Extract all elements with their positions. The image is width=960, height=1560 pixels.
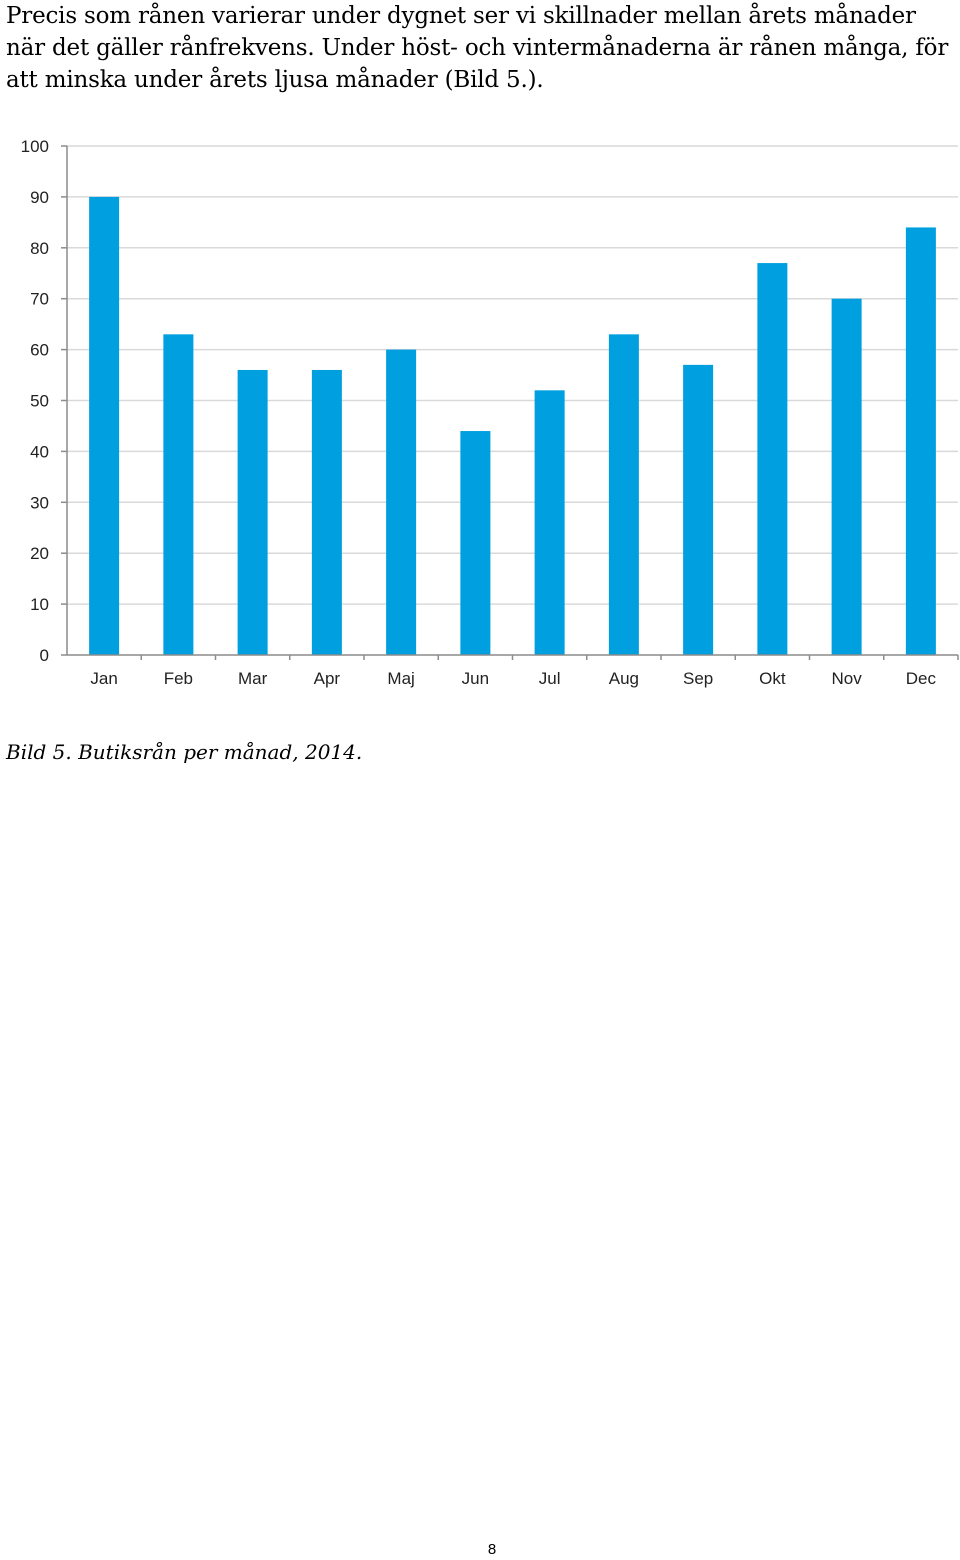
bar-chart: 0 10 20 30 40 50 60 70 80 90 100 Jan Feb Mar Apr Maj Ju…: [21, 137, 959, 688]
bar-dec: [905, 227, 936, 655]
y-tick-label: 0: [40, 646, 49, 665]
y-tick-label: 60: [30, 341, 49, 360]
y-tick-label: 10: [30, 595, 49, 614]
intro-paragraph: Precis som rånen varierar under dygnet s…: [6, 3, 949, 93]
y-tick-label: 70: [30, 290, 49, 309]
x-tick-label-jan: Jan: [90, 669, 117, 688]
y-tick-labels: 0 10 20 30 40 50 60 70 80 90 100: [21, 137, 49, 665]
y-tick-label: 80: [30, 239, 49, 258]
y-tick-label: 100: [21, 137, 49, 156]
bars: [89, 196, 936, 655]
bar-jun: [460, 431, 491, 655]
y-tick-label: 40: [30, 442, 49, 461]
x-tick-label-apr: Apr: [314, 669, 341, 688]
x-tick-label-feb: Feb: [164, 669, 193, 688]
x-tick-label-mar: Mar: [238, 669, 268, 688]
y-tick-label: 90: [30, 188, 49, 207]
bar-jul: [534, 390, 565, 655]
bar-maj: [386, 349, 417, 655]
bar-mar: [237, 369, 268, 655]
bar-sep: [683, 364, 714, 655]
y-tick-label: 50: [30, 392, 49, 411]
bar-apr: [311, 369, 342, 655]
x-tick-label-aug: Aug: [609, 669, 639, 688]
figure-caption: Bild 5. Butiksrån per månad, 2014.: [6, 740, 363, 764]
x-tick-label-jul: Jul: [539, 669, 561, 688]
x-tick-label-dec: Dec: [906, 669, 937, 688]
x-tick-label-maj: Maj: [387, 669, 414, 688]
bar-aug: [608, 334, 639, 655]
bar-okt: [757, 263, 788, 655]
page-number: 8: [487, 1541, 497, 1558]
bar-feb: [163, 334, 194, 655]
axes: [61, 145, 959, 660]
bar-nov: [831, 298, 862, 655]
gridlines: [67, 145, 958, 605]
x-tick-labels: Jan Feb Mar Apr Maj Jun Jul Aug Sep Okt Nov Dec: [90, 669, 936, 688]
x-tick-label-nov: Nov: [832, 669, 863, 688]
x-tick-label-okt: Okt: [759, 669, 786, 688]
x-tick-label-sep: Sep: [683, 669, 713, 688]
bar-jan: [89, 196, 120, 655]
x-tick-label-jun: Jun: [462, 669, 489, 688]
y-tick-label: 20: [30, 544, 49, 563]
y-tick-label: 30: [30, 493, 49, 512]
